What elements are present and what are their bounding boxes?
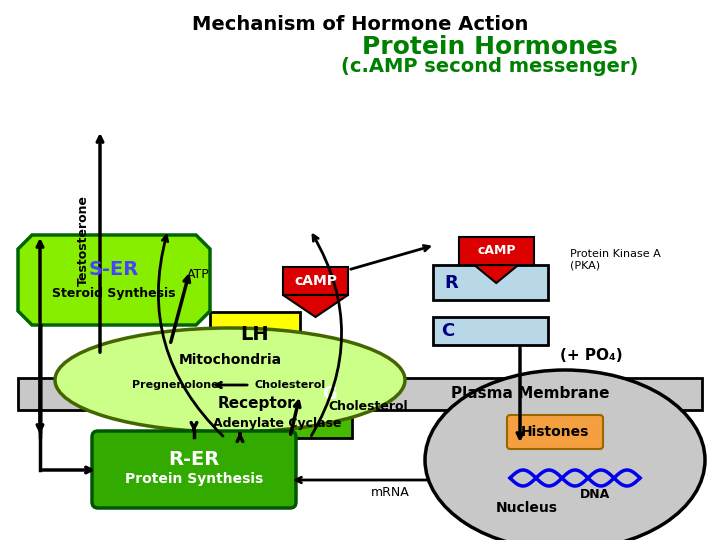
Bar — [202, 357, 310, 432]
Text: Testosterone: Testosterone — [76, 194, 89, 286]
Bar — [433, 317, 548, 345]
Polygon shape — [283, 295, 348, 317]
Text: Histones: Histones — [521, 425, 589, 439]
Text: S-ER: S-ER — [89, 260, 139, 279]
Text: G: G — [322, 385, 337, 403]
Text: Receptor: Receptor — [217, 396, 294, 411]
Text: Mechanism of Hormone Action: Mechanism of Hormone Action — [192, 15, 528, 34]
Text: Cholesterol: Cholesterol — [328, 401, 408, 414]
Text: (+ PO₄): (+ PO₄) — [560, 348, 623, 362]
Text: Mitochondria: Mitochondria — [179, 353, 282, 367]
Text: DNA: DNA — [580, 489, 610, 502]
Text: mRNA: mRNA — [371, 485, 410, 498]
Text: Cholesterol: Cholesterol — [254, 380, 325, 390]
FancyBboxPatch shape — [92, 431, 296, 508]
Text: R-ER: R-ER — [168, 450, 220, 469]
Text: Nucleus: Nucleus — [496, 501, 558, 515]
Bar — [433, 265, 548, 300]
Text: Protein Kinase A
(PKA): Protein Kinase A (PKA) — [570, 249, 661, 271]
Text: cAMP: cAMP — [294, 274, 337, 288]
Text: ATP: ATP — [186, 268, 210, 281]
Text: R: R — [444, 273, 458, 292]
Text: Protein Hormones: Protein Hormones — [362, 35, 618, 59]
Bar — [459, 237, 534, 265]
Text: C: C — [441, 322, 454, 340]
Polygon shape — [233, 357, 277, 375]
Bar — [210, 312, 300, 357]
FancyBboxPatch shape — [507, 415, 603, 449]
Text: Pregnenolone: Pregnenolone — [132, 380, 218, 390]
Text: (c.AMP second messenger): (c.AMP second messenger) — [341, 57, 639, 76]
Text: Protein Synthesis: Protein Synthesis — [125, 472, 263, 486]
Bar — [202, 410, 352, 438]
Ellipse shape — [425, 370, 705, 540]
Text: Steroid Synthesis: Steroid Synthesis — [53, 287, 176, 300]
Ellipse shape — [55, 328, 405, 432]
Text: Plasma Membrane: Plasma Membrane — [451, 387, 609, 402]
Text: LH: LH — [240, 325, 269, 344]
Polygon shape — [474, 265, 518, 283]
Bar — [18, 378, 702, 410]
Bar — [312, 378, 347, 410]
Text: Adenylate Cyclase: Adenylate Cyclase — [212, 417, 341, 430]
Polygon shape — [18, 235, 210, 325]
Text: cAMP: cAMP — [477, 245, 516, 258]
Bar — [283, 267, 348, 295]
